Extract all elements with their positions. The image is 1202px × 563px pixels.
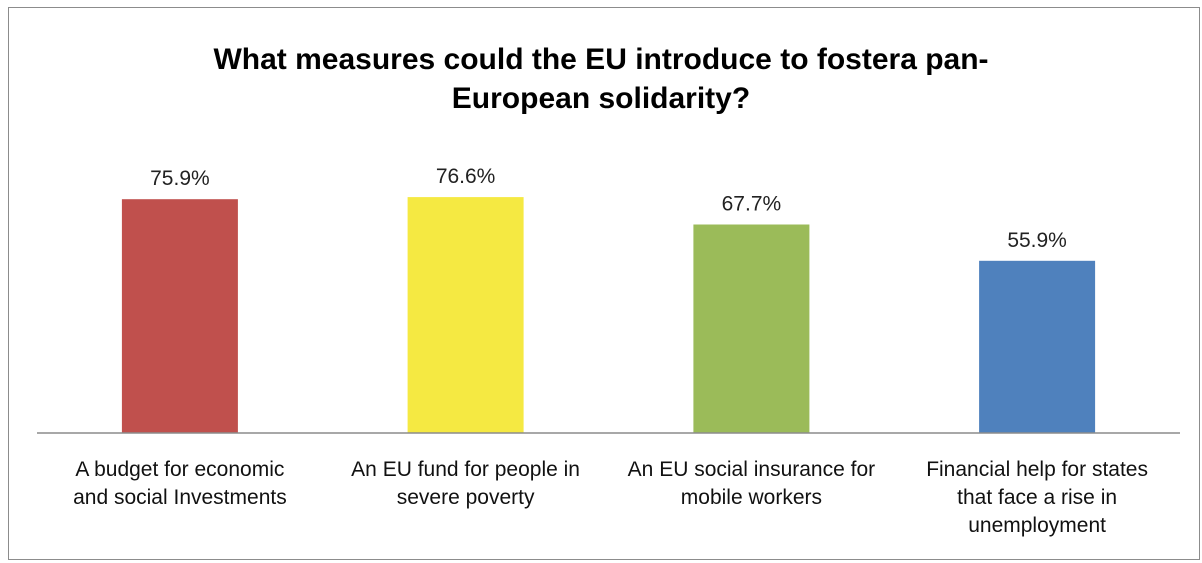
labels-layer: 75.9% A budget for economic and social Inv… — [73, 165, 1148, 537]
bar-2 — [407, 197, 524, 433]
category-label-4-line-2: that face a rise in — [957, 486, 1117, 509]
bars-layer — [121, 197, 1096, 433]
bar-3 — [693, 224, 810, 433]
category-label-4: Financial help for states that face a ris… — [926, 458, 1148, 537]
value-label-2: 76.6% — [436, 165, 496, 188]
category-label-2-line-1: An EU fund for people in — [351, 458, 580, 481]
category-label-1-line-1: A budget for economic — [75, 458, 284, 481]
chart-title-line-1: What measures could the EU introduce to … — [213, 43, 989, 76]
category-label-2: An EU fund for people in severe poverty — [351, 458, 580, 509]
category-label-3-line-1: An EU social insurance for — [628, 458, 875, 481]
chart-title: What measures could the EU introduce to … — [0, 40, 1202, 118]
value-label-1: 75.9% — [150, 167, 210, 190]
category-label-2-line-2: severe poverty — [397, 486, 535, 509]
category-label-1: A budget for economic and social Investme… — [73, 458, 287, 509]
bar-4 — [979, 260, 1096, 433]
value-label-4: 55.9% — [1007, 229, 1067, 252]
category-label-1-line-2: and social Investments — [73, 486, 287, 509]
chart-title-line-2: European solidarity? — [451, 82, 751, 115]
category-label-3-line-2: mobile workers — [681, 486, 822, 509]
category-label-4-line-1: Financial help for states — [926, 458, 1148, 481]
category-label-4-line-3: unemployment — [968, 514, 1106, 537]
bar-1 — [121, 199, 238, 433]
value-label-3: 67.7% — [722, 193, 782, 216]
category-label-3: An EU social insurance for mobile workers — [628, 458, 875, 509]
